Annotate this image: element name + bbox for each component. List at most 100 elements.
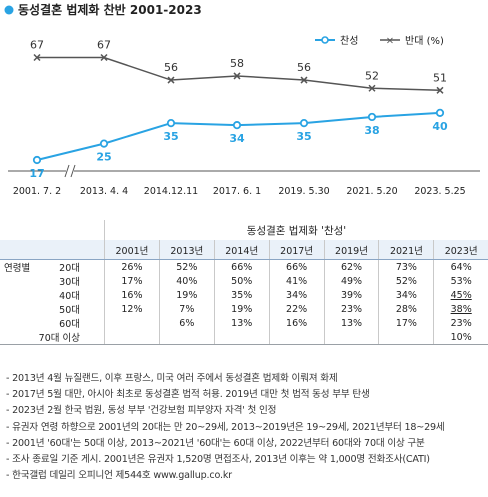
table-cell: 52% bbox=[158, 259, 215, 274]
year-header: 2017년 bbox=[268, 240, 325, 260]
table-cell: 28% bbox=[378, 302, 434, 316]
table-cell: 73% bbox=[378, 259, 434, 274]
oppose-point bbox=[100, 53, 108, 62]
oppose-point bbox=[300, 76, 308, 84]
year-header: 2023년 bbox=[433, 240, 488, 260]
age-table-section: 동성결혼 법제화 '찬성' 2001년 2013년 2014년 2017년 2019년 2… bbox=[0, 220, 488, 345]
year-header: 2019년 bbox=[323, 240, 379, 260]
table-cell: 45% bbox=[433, 288, 488, 302]
legend: 찬성 × 반대 (%) bbox=[315, 35, 444, 47]
notes: - 2013년 4월 뉴질랜드, 이후 프랑스, 미국 여러 주에서 동성결혼 … bbox=[6, 371, 486, 484]
support-point bbox=[367, 112, 377, 122]
support-data-label: 35 bbox=[163, 130, 178, 143]
row-label: 30대 bbox=[0, 274, 105, 288]
table-cell: 19% bbox=[158, 288, 215, 302]
row-label: 연령별 20대 bbox=[0, 260, 105, 274]
table-row: 연령별 20대 26% 52% 66% 66% 62% 73% 64% bbox=[0, 259, 488, 274]
table-row: 30대 17% 40% 50% 41% 49% 52% 53% bbox=[0, 274, 488, 288]
note-line: - 2017년 5월 대만, 아시아 최초로 동성결혼 법적 허용. 2019년… bbox=[6, 389, 370, 401]
x-tick-label: 2021. 5.20 bbox=[346, 186, 397, 197]
note-line: - 조사 종료일 기준 게시. 2001년은 유권자 1,520명 면접조사, … bbox=[6, 454, 430, 466]
table-cell: 52% bbox=[378, 274, 434, 288]
oppose-data-label: 67 bbox=[30, 39, 44, 52]
table-cell: 17% bbox=[104, 274, 160, 288]
oppose-data-label: 56 bbox=[297, 61, 311, 74]
table-cell bbox=[104, 330, 160, 345]
table-cell bbox=[268, 330, 325, 345]
table-cell: 19% bbox=[213, 302, 270, 316]
oppose-point bbox=[436, 86, 444, 94]
table-cell: 23% bbox=[323, 302, 379, 316]
table-row: 50대 12% 7% 19% 22% 23% 28% 38% bbox=[0, 302, 488, 316]
table-cell: 13% bbox=[213, 316, 270, 330]
table-cell: 34% bbox=[378, 288, 434, 302]
table-cell bbox=[213, 330, 270, 345]
oppose-data-label: 51 bbox=[433, 71, 447, 84]
oppose-data-label: 56 bbox=[164, 61, 178, 74]
table-cell: 35% bbox=[213, 288, 270, 302]
oppose-point bbox=[33, 53, 41, 62]
note-line: - 2001년 '60대'는 50대 이상, 2013~2021년 '60대'는… bbox=[6, 437, 425, 449]
table-row: 60대 6% 13% 16% 13% 17% 23% bbox=[0, 316, 488, 330]
table-cell bbox=[158, 330, 215, 345]
legend-oppose-marker: × bbox=[386, 36, 394, 47]
table-row: 70대 이상 10% bbox=[0, 330, 488, 345]
table-cell: 17% bbox=[378, 316, 434, 330]
year-header: 2014년 bbox=[213, 240, 270, 260]
support-data-label: 17 bbox=[29, 167, 44, 180]
x-tick-label: 2017. 6. 1 bbox=[213, 186, 261, 197]
oppose-point bbox=[167, 76, 175, 84]
axis-break-mark bbox=[70, 164, 76, 178]
table-cell bbox=[378, 330, 434, 345]
title-bullet-icon bbox=[4, 5, 14, 15]
support-data-label: 34 bbox=[229, 132, 245, 145]
row-label: 50대 bbox=[0, 302, 105, 316]
support-data-label: 35 bbox=[296, 130, 311, 143]
year-header: 2001년 bbox=[104, 240, 160, 260]
age-label: 40대 bbox=[59, 291, 80, 302]
oppose-data-label: 67 bbox=[97, 39, 111, 52]
support-point bbox=[435, 108, 445, 117]
age-label: 50대 bbox=[59, 305, 80, 316]
table-cell: 34% bbox=[268, 288, 325, 302]
table-cell: 66% bbox=[213, 259, 270, 274]
table-cell: 22% bbox=[268, 302, 325, 316]
table-cell: 38% bbox=[433, 302, 488, 316]
table-cell: 50% bbox=[213, 274, 270, 288]
table-cell: 10% bbox=[433, 330, 488, 345]
table-row: 40대 16% 19% 35% 34% 39% 34% 45% bbox=[0, 288, 488, 302]
table-cell: 26% bbox=[104, 259, 160, 274]
table-cell: 16% bbox=[104, 288, 160, 302]
chart-title: 동성결혼 법제화 찬반 2001-2023 bbox=[18, 2, 202, 17]
support-point bbox=[32, 155, 42, 165]
note-line: - 한국갤럽 데일리 오피니언 제544호 www.gallup.co.kr bbox=[6, 470, 232, 482]
note-line: - 2023년 2월 한국 법원, 동성 부부 '건강보험 피부양자 자격' 첫… bbox=[6, 405, 277, 417]
x-tick-label: 2019. 5.30 bbox=[278, 186, 329, 197]
table-cell: 6% bbox=[158, 316, 215, 330]
note-line: - 유권자 연령 하향으로 2001년의 20대는 만 20~29세, 2013… bbox=[6, 421, 445, 433]
oppose-point bbox=[233, 72, 241, 80]
age-label: 70대 이상 bbox=[38, 333, 80, 344]
support-data-label: 38 bbox=[364, 124, 379, 137]
table-cell bbox=[104, 316, 160, 330]
support-data-label: 40 bbox=[432, 120, 448, 133]
table-cell: 49% bbox=[323, 274, 379, 288]
oppose-point bbox=[368, 84, 376, 92]
table-cell: 7% bbox=[158, 302, 215, 316]
x-tick-label: 2023. 5.25 bbox=[414, 186, 465, 197]
age-label: 30대 bbox=[59, 277, 80, 288]
table-cell: 41% bbox=[268, 274, 325, 288]
table-cell: 40% bbox=[158, 274, 215, 288]
support-point bbox=[232, 121, 242, 130]
x-tick-label: 2014.12.11 bbox=[144, 186, 198, 197]
table-cell: 23% bbox=[433, 316, 488, 330]
table-section-title: 동성결혼 법제화 '찬성' bbox=[104, 220, 488, 240]
axis-break-gap bbox=[66, 164, 74, 178]
oppose-data-label: 52 bbox=[365, 69, 379, 82]
support-point bbox=[99, 139, 109, 148]
x-tick-label: 2013. 4. 4 bbox=[80, 186, 128, 197]
table-cell: 66% bbox=[268, 259, 325, 274]
table-cell: 62% bbox=[323, 259, 379, 274]
note-line: - 2013년 4월 뉴질랜드, 이후 프랑스, 미국 여러 주에서 동성결혼 … bbox=[6, 373, 338, 384]
year-header: 2013년 bbox=[158, 240, 215, 260]
